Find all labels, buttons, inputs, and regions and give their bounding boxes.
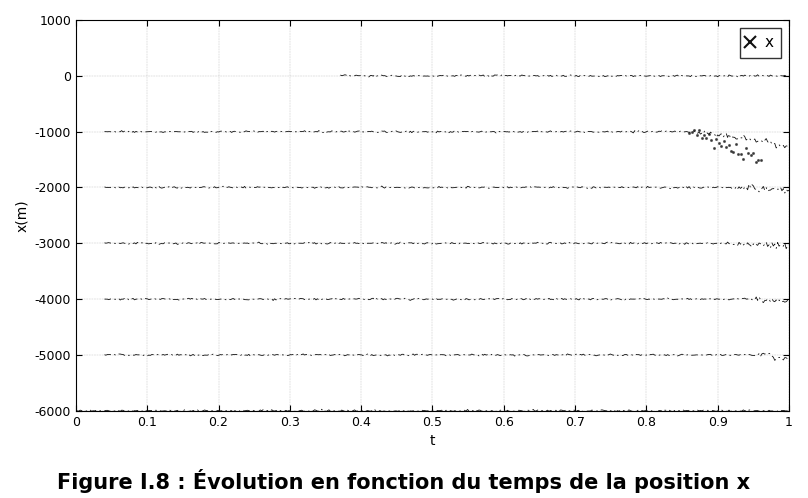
Point (732, 149, 745, 157)
Point (718, 137, 730, 145)
Point (695, 134, 708, 142)
Point (742, 149, 755, 157)
Y-axis label: x(m): x(m) (15, 199, 29, 232)
Point (737, 154, 750, 162)
Point (730, 140, 743, 148)
Point (722, 141, 735, 149)
Point (692, 126, 705, 134)
Point (747, 149, 760, 157)
Point (725, 146, 738, 154)
Point (709, 134, 722, 142)
Point (702, 130, 715, 138)
Point (690, 131, 703, 139)
Point (744, 151, 757, 159)
Point (713, 139, 726, 147)
Point (683, 129, 696, 137)
Point (739, 144, 752, 152)
Point (754, 156, 767, 164)
Point (727, 148, 740, 156)
Point (700, 134, 713, 142)
Text: Figure I.8 : Évolution en fonction du temps de la position x: Figure I.8 : Évolution en fonction du te… (57, 469, 751, 493)
Point (749, 158, 762, 166)
Point (720, 143, 733, 151)
Point (734, 150, 747, 158)
X-axis label: t: t (430, 434, 436, 448)
Legend: x: x (740, 27, 781, 58)
Point (707, 143, 720, 151)
Point (688, 126, 701, 134)
Point (697, 131, 710, 139)
Point (715, 142, 728, 150)
Point (705, 135, 718, 143)
Point (751, 156, 764, 164)
Point (685, 128, 698, 136)
